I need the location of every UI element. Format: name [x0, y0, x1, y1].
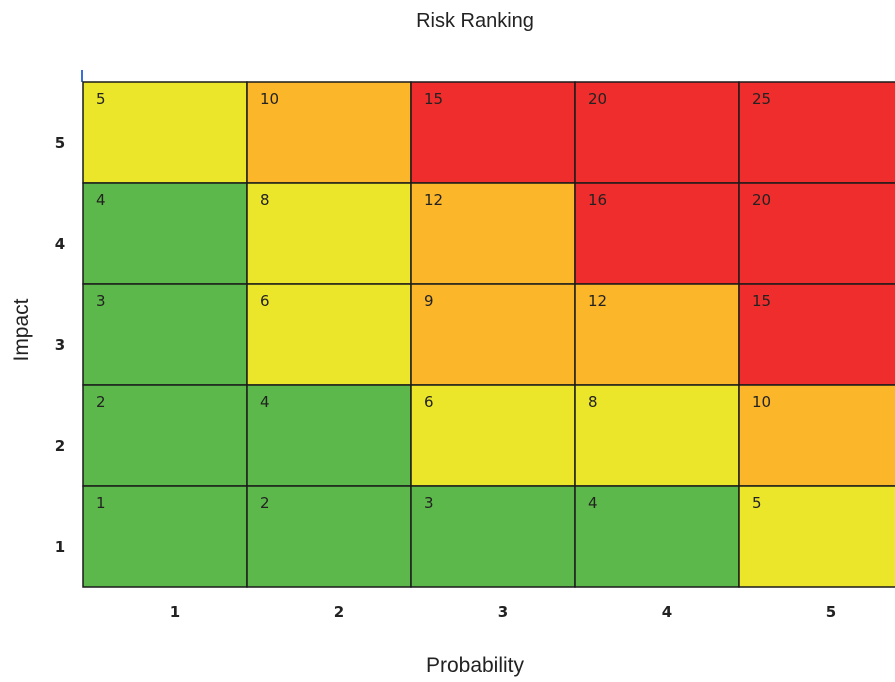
cell-value-label: 8 — [260, 191, 270, 209]
x-tick-label: 4 — [662, 603, 672, 621]
cell-value-label: 6 — [424, 393, 434, 411]
x-tick-label: 1 — [170, 603, 180, 621]
cell-value-label: 10 — [260, 90, 279, 108]
cell-value-label: 2 — [260, 494, 270, 512]
cell-value-label: 4 — [588, 494, 598, 512]
y-tick-label: 4 — [55, 235, 65, 253]
cell-value-label: 3 — [96, 292, 106, 310]
matrix-cell — [738, 283, 895, 386]
matrix-cell — [410, 283, 576, 386]
cell-value-label: 10 — [752, 393, 771, 411]
x-axis-label: Probability — [425, 654, 525, 677]
matrix-cell — [410, 384, 576, 487]
chart-title: Risk Ranking — [416, 10, 534, 32]
cell-value-label: 5 — [752, 494, 762, 512]
y-tick-label: 1 — [55, 538, 65, 556]
matrix-cell — [410, 81, 576, 184]
cell-value-label: 16 — [588, 191, 607, 209]
matrix-cell — [574, 485, 740, 588]
cell-value-label: 3 — [424, 494, 434, 512]
matrix-cell — [574, 182, 740, 285]
matrix-cell — [574, 283, 740, 386]
matrix-cell — [82, 283, 248, 386]
cell-value-label: 1 — [96, 494, 106, 512]
matrix-cell — [246, 81, 412, 184]
matrix-cell — [246, 485, 412, 588]
matrix-cell — [738, 81, 895, 184]
y-tick-label: 5 — [55, 134, 65, 152]
cell-value-label: 20 — [588, 90, 607, 108]
cell-value-label: 4 — [260, 393, 270, 411]
cell-value-label: 15 — [752, 292, 771, 310]
matrix-cell — [574, 81, 740, 184]
cell-value-label: 12 — [424, 191, 443, 209]
x-tick-label: 2 — [334, 603, 344, 621]
matrix-cell — [246, 182, 412, 285]
matrix-cell — [246, 384, 412, 487]
cell-value-label: 8 — [588, 393, 598, 411]
cell-value-label: 15 — [424, 90, 443, 108]
cell-value-label: 9 — [424, 292, 434, 310]
y-axis-line — [81, 70, 83, 82]
cell-value-label: 4 — [96, 191, 106, 209]
cell-value-label: 6 — [260, 292, 270, 310]
matrix-cell — [410, 485, 576, 588]
matrix-cell — [410, 182, 576, 285]
cell-value-label: 20 — [752, 191, 771, 209]
matrix-cell — [574, 384, 740, 487]
x-tick-label: 3 — [498, 603, 508, 621]
cell-value-label: 5 — [96, 90, 106, 108]
matrix-cell — [82, 384, 248, 487]
cell-value-label: 25 — [752, 90, 771, 108]
x-tick-label: 5 — [826, 603, 836, 621]
matrix-cell — [246, 283, 412, 386]
matrix-cell — [82, 485, 248, 588]
cell-value-label: 2 — [96, 393, 106, 411]
cell-value-label: 12 — [588, 292, 607, 310]
y-tick-label: 3 — [55, 336, 65, 354]
y-tick-label: 2 — [55, 437, 65, 455]
matrix-cell — [82, 182, 248, 285]
matrix-cell — [738, 182, 895, 285]
matrix-cell — [82, 81, 248, 184]
matrix-cell — [738, 384, 895, 487]
matrix-cell — [738, 485, 895, 588]
